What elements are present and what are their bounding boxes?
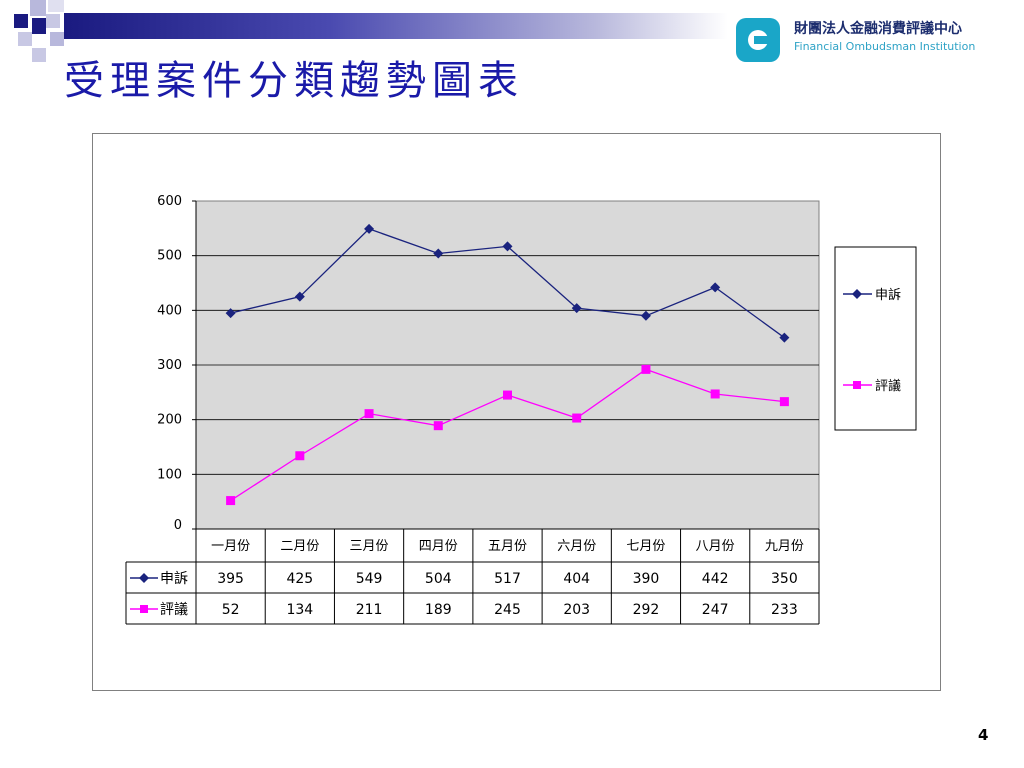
decor-square-navy-2: [32, 18, 46, 34]
table-cell-value: 549: [356, 571, 383, 587]
x-tick-label: 五月份: [488, 539, 527, 554]
table-cell-value: 233: [771, 602, 798, 618]
decor-square-navy-1: [14, 14, 28, 28]
data-point-diamond: [433, 248, 444, 259]
data-point-diamond: [294, 291, 305, 302]
table-cell-value: 404: [563, 571, 590, 587]
data-point-square: [295, 451, 305, 461]
data-point-square: [641, 364, 651, 374]
y-tick-label: 600: [157, 194, 182, 209]
table-cell-value: 395: [217, 571, 244, 587]
x-tick-label: 四月份: [419, 539, 458, 554]
table-cell-value: 425: [286, 571, 313, 587]
x-tick-label: 六月份: [557, 539, 596, 554]
y-tick-label: 0: [174, 518, 182, 533]
logo-mark-icon: [736, 18, 780, 62]
logo-name-en: Financial Ombudsman Institution: [794, 40, 976, 53]
table-legend-marker: [140, 605, 148, 613]
x-tick-label: 八月份: [696, 539, 735, 554]
page-number: 4: [978, 726, 989, 744]
slide-title: 受理案件分類趨勢圖表: [64, 58, 524, 104]
table-cell-value: 504: [425, 571, 452, 587]
table-cell-value: 134: [286, 602, 313, 618]
decor-square-lilac-2: [46, 14, 60, 28]
data-point-square: [572, 413, 582, 423]
decor-square-navy-3: [48, 0, 64, 12]
legend-label: 申訴: [875, 287, 901, 303]
data-point-square: [364, 409, 374, 419]
table-cell-value: 350: [771, 571, 798, 587]
data-point-square: [226, 496, 236, 506]
data-point-diamond: [571, 303, 582, 314]
y-tick-label: 200: [157, 413, 182, 428]
table-cell-value: 247: [702, 602, 729, 618]
y-tick-label: 300: [157, 358, 182, 373]
table-cell-value: 52: [222, 602, 240, 618]
data-point-diamond: [225, 308, 236, 319]
decor-square-lilac-1: [30, 0, 46, 16]
table-cell-value: 517: [494, 571, 521, 587]
header-gradient-bar: [64, 13, 728, 39]
x-tick-label: 三月份: [350, 539, 389, 554]
data-point-diamond: [640, 310, 651, 321]
table-cell-value: 203: [563, 602, 590, 618]
x-tick-label: 九月份: [765, 539, 804, 554]
data-point-square: [433, 421, 443, 431]
data-point-diamond: [502, 241, 513, 252]
x-tick-label: 二月份: [280, 539, 319, 554]
decor-square-lilac-4: [50, 32, 64, 46]
y-tick-label: 400: [157, 303, 182, 318]
table-series-name: 申訴: [160, 571, 188, 587]
table-cell-value: 245: [494, 602, 521, 618]
table-cell-value: 390: [633, 571, 660, 587]
logo: 財團法人金融消費評議中心 Financial Ombudsman Institu…: [736, 14, 1006, 62]
data-point-diamond: [779, 332, 790, 343]
legend-marker: [853, 381, 861, 389]
legend-marker: [852, 289, 862, 299]
data-point-square: [710, 389, 720, 399]
x-tick-label: 一月份: [211, 539, 250, 554]
decor-square-lilac-3: [18, 32, 32, 46]
legend-box: [834, 246, 917, 431]
legend-label: 評議: [875, 379, 901, 394]
decor-square-lilac-5: [32, 48, 46, 62]
table-cell-value: 211: [356, 602, 383, 618]
y-tick-label: 500: [157, 249, 182, 264]
table-cell-value: 292: [633, 602, 660, 618]
logo-name-zh: 財團法人金融消費評議中心: [794, 21, 962, 37]
data-point-square: [779, 397, 789, 407]
table-cell-value: 189: [425, 602, 452, 618]
x-tick-label: 七月份: [626, 539, 665, 554]
table-legend-marker: [139, 573, 149, 583]
data-point-diamond: [710, 282, 721, 293]
y-tick-label: 100: [157, 467, 182, 482]
data-point-square: [503, 390, 512, 400]
table-series-name: 評議: [160, 601, 188, 618]
table-cell-value: 442: [702, 571, 729, 587]
data-point-diamond: [364, 223, 375, 234]
